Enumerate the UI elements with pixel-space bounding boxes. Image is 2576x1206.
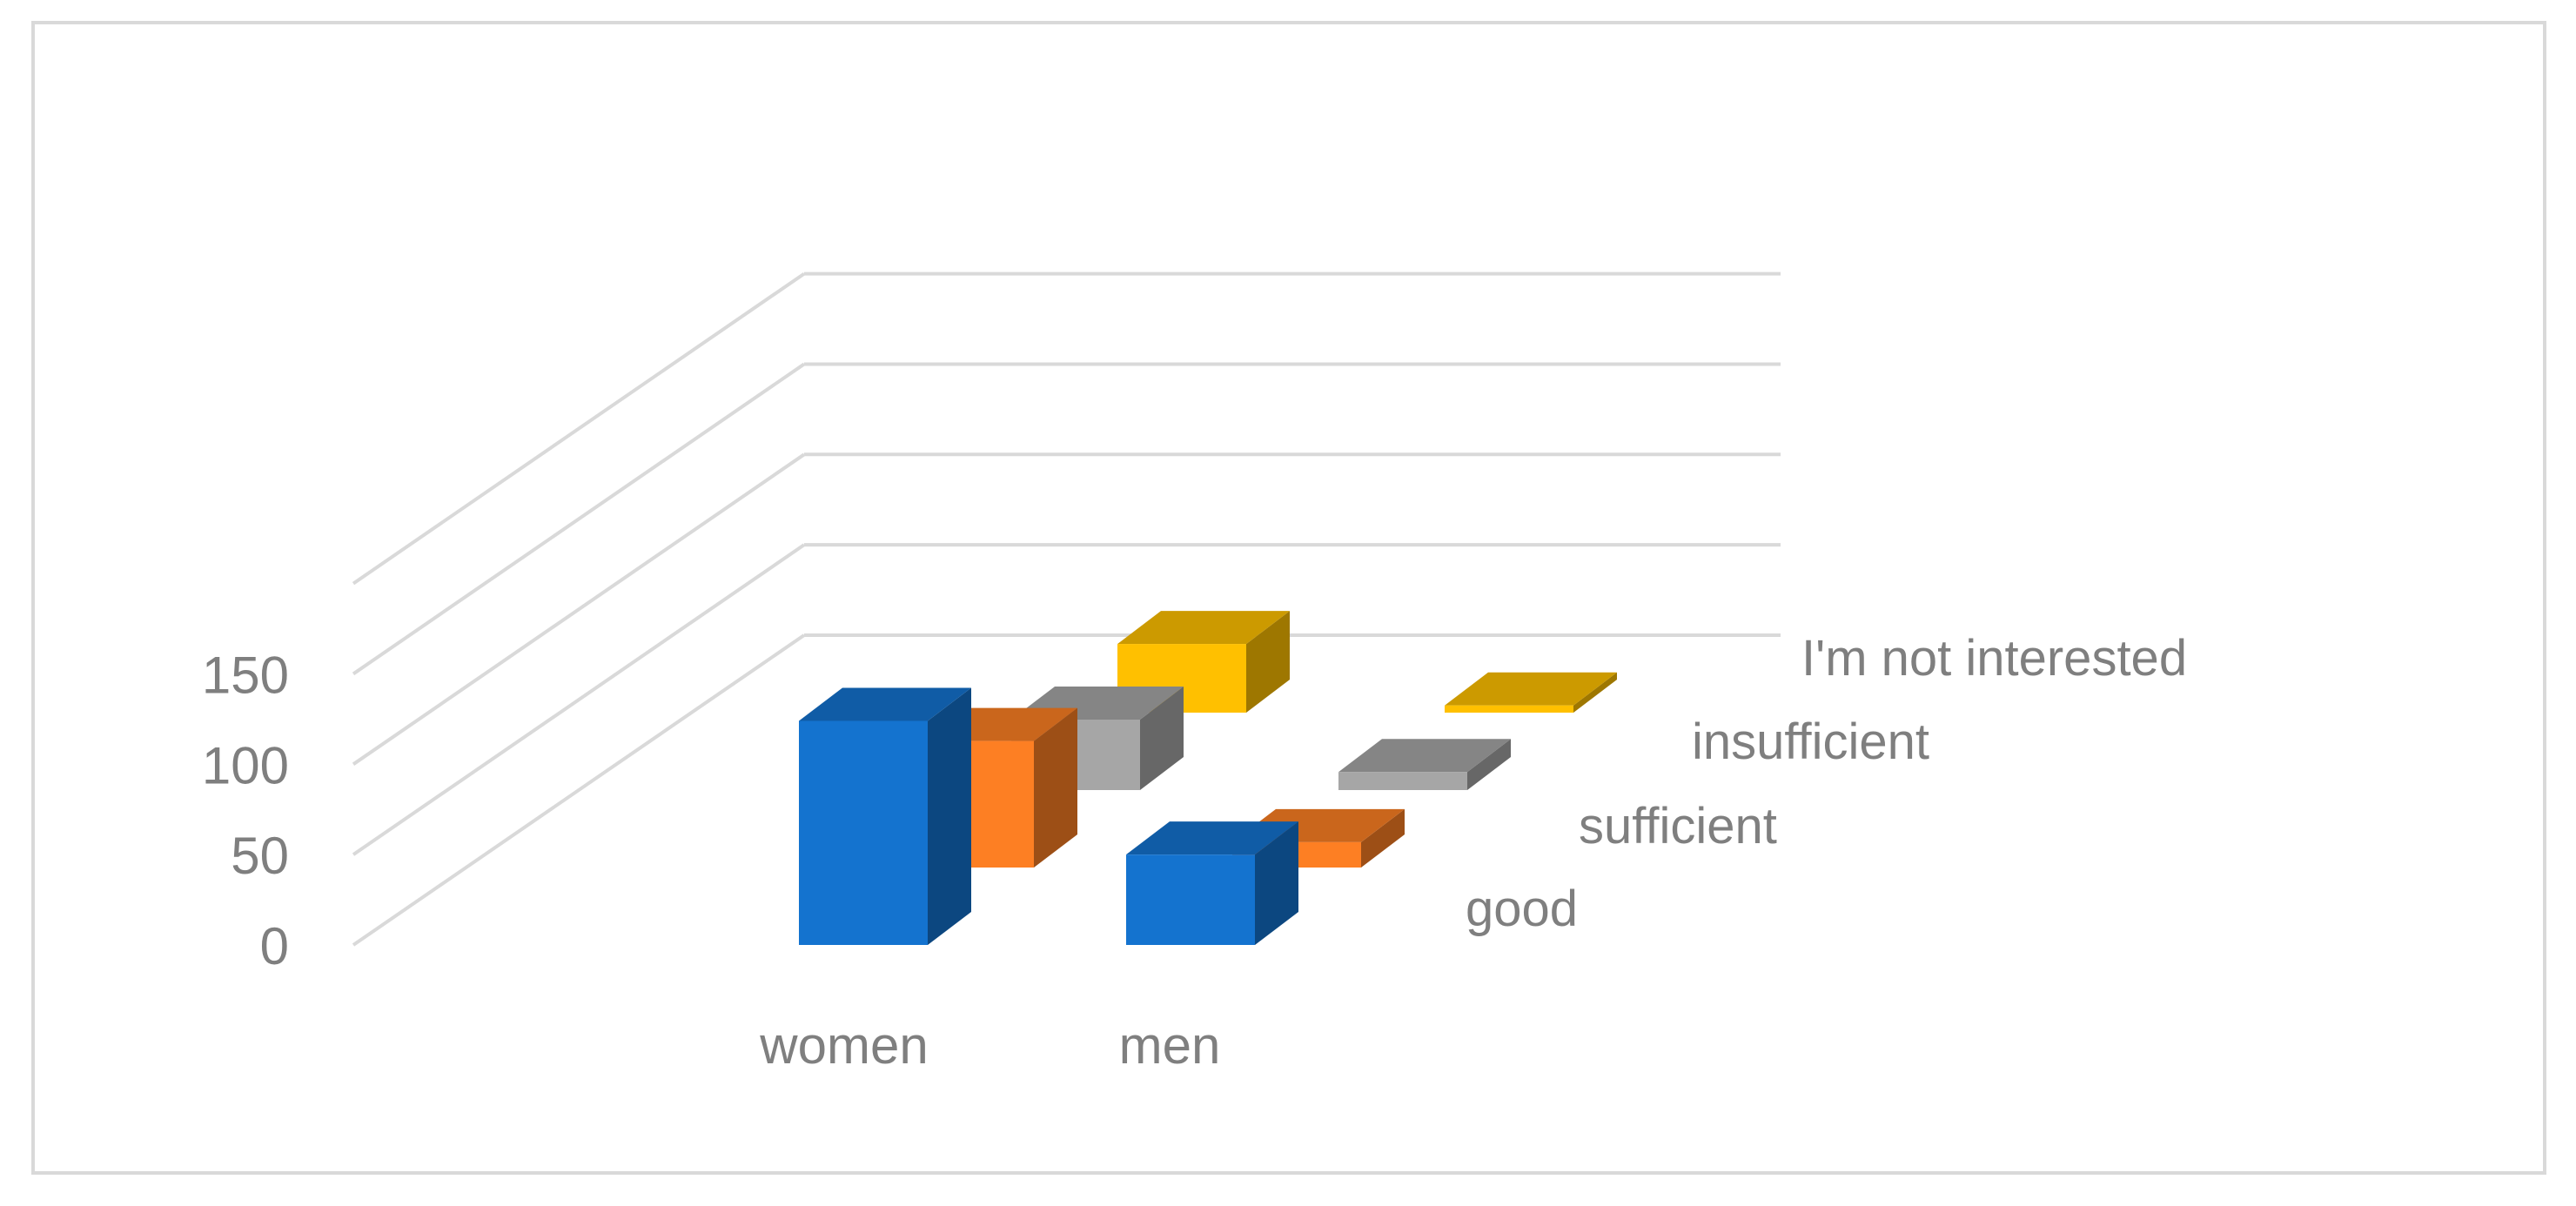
bar-men-good bbox=[1126, 821, 1298, 945]
bar-top-face bbox=[1126, 821, 1298, 855]
category-label-women: women bbox=[759, 1016, 928, 1075]
bar-side-face bbox=[928, 687, 971, 945]
gridline-side bbox=[352, 543, 806, 856]
bar-top-face bbox=[1117, 611, 1290, 645]
bar-front-face bbox=[1338, 772, 1467, 790]
category-label-men: men bbox=[1119, 1016, 1221, 1075]
y-axis-tick-labels: 0 50 100 150 bbox=[202, 646, 289, 975]
bar-side-face bbox=[1246, 611, 1290, 713]
gridline-side bbox=[352, 362, 806, 676]
y-tick-label: 150 bbox=[202, 646, 289, 704]
y-tick-label: 50 bbox=[231, 827, 289, 885]
bar-side-face bbox=[1467, 739, 1511, 790]
bars bbox=[799, 611, 1617, 945]
bar-side-face bbox=[1361, 808, 1405, 868]
series-label-i-m-not-interested: I'm not interested bbox=[1801, 630, 2187, 687]
gridline-side bbox=[352, 452, 806, 766]
y-tick-label: 0 bbox=[260, 917, 289, 975]
bar-men-i-m-not-interested bbox=[1445, 672, 1617, 713]
bar-side-face bbox=[1034, 707, 1077, 868]
y-tick-label: 100 bbox=[202, 736, 289, 794]
chart-frame: 0 50 100 150 women men good sufficient insuffi… bbox=[31, 21, 2546, 1175]
bar-top-face bbox=[1445, 672, 1617, 706]
bar-front-face bbox=[1445, 705, 1573, 713]
gridlines bbox=[352, 271, 1781, 947]
gridline-side bbox=[352, 633, 806, 947]
bar-side-face bbox=[1573, 672, 1617, 713]
bar-women-good bbox=[799, 687, 971, 945]
bar-front-face bbox=[1126, 854, 1255, 945]
series-label-good: good bbox=[1466, 881, 1578, 937]
bar-men-insufficient bbox=[1338, 739, 1511, 790]
bar-side-face bbox=[1255, 821, 1298, 945]
gridline-side bbox=[352, 271, 806, 586]
series-label-insufficient: insufficient bbox=[1692, 714, 1929, 770]
bar-front-face bbox=[799, 720, 928, 945]
bar-top-face bbox=[799, 687, 971, 721]
series-label-sufficient: sufficient bbox=[1579, 798, 1777, 854]
bar-top-face bbox=[1338, 739, 1511, 773]
bar-side-face bbox=[1140, 686, 1184, 790]
category-labels: women men bbox=[759, 1016, 1220, 1075]
